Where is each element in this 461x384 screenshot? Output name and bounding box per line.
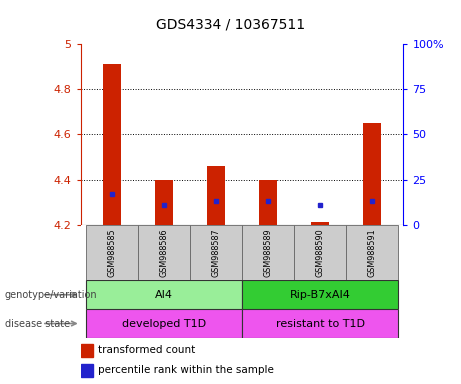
Bar — [86, 280, 242, 309]
Bar — [242, 225, 294, 280]
Bar — [346, 225, 398, 280]
Text: transformed count: transformed count — [99, 345, 195, 355]
Bar — [103, 65, 121, 225]
Bar — [138, 225, 190, 280]
Text: GSM988590: GSM988590 — [316, 228, 325, 277]
Bar — [207, 166, 225, 225]
Text: GSM988586: GSM988586 — [160, 228, 168, 277]
Bar — [294, 225, 346, 280]
Text: GSM988589: GSM988589 — [264, 228, 272, 277]
Bar — [242, 280, 398, 309]
Text: GSM988585: GSM988585 — [107, 228, 117, 277]
Bar — [81, 344, 93, 357]
Text: genotype/variation: genotype/variation — [5, 290, 97, 300]
Bar — [259, 179, 277, 225]
Text: GDS4334 / 10367511: GDS4334 / 10367511 — [156, 18, 305, 32]
Bar — [86, 309, 242, 338]
Bar — [155, 179, 173, 225]
Text: disease state: disease state — [5, 318, 70, 329]
Bar — [190, 225, 242, 280]
Bar — [81, 364, 93, 377]
Text: AI4: AI4 — [155, 290, 173, 300]
Bar — [311, 222, 329, 225]
Text: percentile rank within the sample: percentile rank within the sample — [99, 366, 274, 376]
Bar — [242, 309, 398, 338]
Bar — [86, 225, 138, 280]
Text: Rip-B7xAI4: Rip-B7xAI4 — [290, 290, 350, 300]
Bar — [363, 123, 381, 225]
Text: developed T1D: developed T1D — [122, 318, 206, 329]
Text: GSM988591: GSM988591 — [367, 228, 377, 277]
Text: GSM988587: GSM988587 — [212, 228, 220, 277]
Text: resistant to T1D: resistant to T1D — [276, 318, 365, 329]
